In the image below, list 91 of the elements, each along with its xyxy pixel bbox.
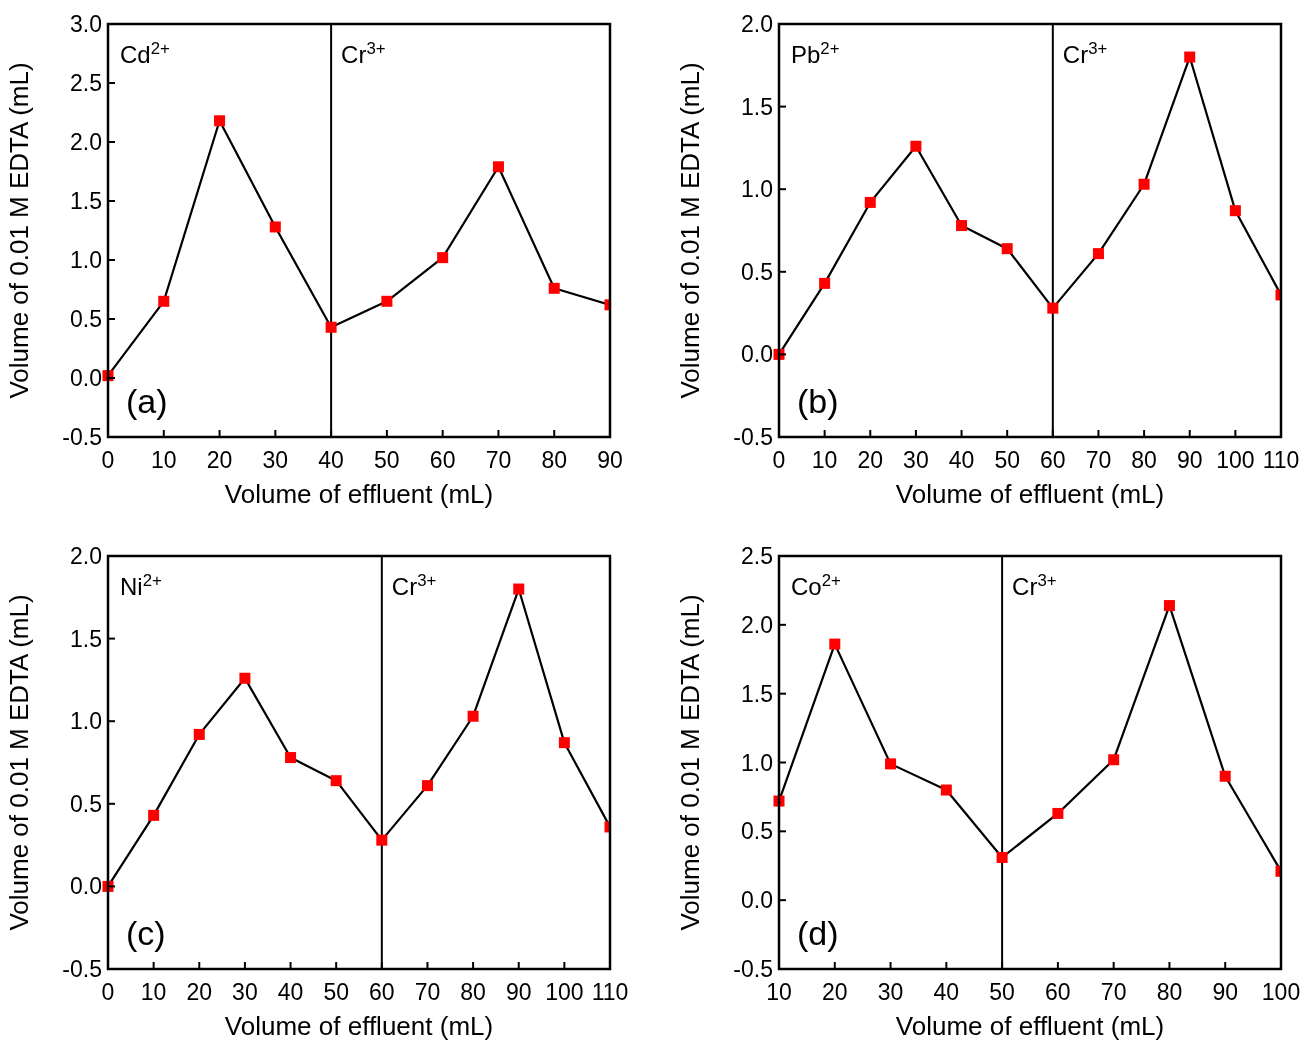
x-tick-label: 80 — [541, 447, 568, 473]
x-tick-label: 10 — [811, 447, 838, 473]
x-tick-label: 80 — [1131, 447, 1157, 473]
x-tick-label: 80 — [460, 979, 486, 1005]
y-tick-label: 2.5 — [741, 543, 773, 569]
y-tick-label: 2.0 — [70, 543, 102, 569]
x-tick-label: 60 — [429, 447, 456, 473]
y-tick-label: 1.5 — [70, 188, 102, 214]
y-axis-title: Volume of 0.01 M EDTA (mL) — [675, 62, 705, 399]
x-tick-label: 110 — [591, 979, 629, 1005]
x-tick-label: 50 — [323, 979, 349, 1005]
y-tick-label: 2.5 — [70, 70, 102, 96]
annotation: (d) — [797, 914, 839, 952]
annotation: (b) — [797, 382, 839, 420]
annotation: Cr$^{3+}$ — [1012, 570, 1057, 600]
y-axis-title: Volume of 0.01 M EDTA (mL) — [675, 594, 705, 931]
y-tick-label: 0.5 — [70, 306, 102, 332]
x-tick-label: 50 — [994, 447, 1020, 473]
x-tick-label: 30 — [232, 979, 258, 1005]
x-tick-label: 0 — [101, 447, 115, 473]
x-tick-label: 70 — [1100, 979, 1127, 1005]
x-tick-label: 40 — [318, 447, 344, 473]
y-tick-label: 1.0 — [741, 749, 773, 776]
x-tick-label: 60 — [1045, 979, 1071, 1005]
y-tick-label: 1.5 — [741, 93, 773, 120]
x-tick-label: 0 — [101, 979, 115, 1005]
y-tick-label: -0.5 — [62, 956, 102, 982]
x-tick-label: 40 — [277, 979, 304, 1005]
y-tick-label: -0.5 — [733, 424, 773, 450]
x-tick-label: 90 — [1176, 447, 1203, 473]
x-tick-label: 20 — [857, 447, 884, 473]
x-tick-label: 50 — [374, 447, 400, 473]
y-tick-label: 1.5 — [741, 680, 773, 707]
y-tick-label: 0.5 — [741, 818, 773, 845]
y-tick-label: 0.0 — [741, 887, 773, 914]
annotation: Pb$^{2+}$ — [791, 38, 840, 68]
y-tick-label: 2.0 — [70, 129, 102, 155]
x-tick-label: 50 — [989, 979, 1015, 1005]
y-tick-label: 2.0 — [741, 11, 773, 37]
y-tick-label: 1.0 — [741, 176, 773, 203]
y-tick-label: 2.0 — [741, 611, 773, 638]
y-tick-label: 3.0 — [70, 11, 102, 37]
x-axis-title: Volume of effluent (mL) — [224, 1011, 494, 1041]
x-tick-label: 100 — [1216, 447, 1255, 473]
y-tick-label: -0.5 — [62, 424, 102, 450]
y-tick-label: 0.5 — [70, 790, 102, 817]
x-tick-label: 40 — [948, 447, 975, 473]
annotation: Co$^{2+}$ — [791, 570, 841, 600]
x-axis-title: Volume of effluent (mL) — [224, 479, 494, 509]
x-axis-title: Volume of effluent (mL) — [895, 479, 1165, 509]
x-tick-label: 10 — [140, 979, 167, 1005]
annotation: Cr$^{3+}$ — [1062, 38, 1108, 68]
x-tick-label: 70 — [485, 447, 512, 473]
y-tick-label: -0.5 — [733, 956, 773, 982]
y-tick-label: 1.0 — [70, 708, 102, 735]
x-tick-label: 70 — [1085, 447, 1112, 473]
annotation: Ni$^{2+}$ — [120, 570, 162, 600]
annotation: Cr$^{3+}$ — [391, 570, 437, 600]
x-tick-label: 110 — [1262, 447, 1300, 473]
x-axis-title: Volume of effluent (mL) — [895, 1011, 1165, 1041]
x-tick-label: 90 — [505, 979, 532, 1005]
y-tick-label: 1.5 — [70, 625, 102, 652]
annotation: Cr$^{3+}$ — [341, 38, 386, 68]
x-tick-label: 30 — [903, 447, 929, 473]
x-tick-label: 60 — [1040, 447, 1066, 473]
x-tick-label: 80 — [1156, 979, 1183, 1005]
y-tick-label: 0.0 — [70, 365, 102, 391]
annotation: Cd$^{2+}$ — [120, 38, 170, 68]
x-tick-label: 40 — [933, 979, 960, 1005]
x-tick-label: 10 — [766, 979, 792, 1005]
x-tick-label: 30 — [262, 447, 289, 473]
annotation: (c) — [126, 914, 166, 952]
y-axis-title: Volume of 0.01 M EDTA (mL) — [4, 594, 34, 931]
y-tick-label: 0.0 — [70, 873, 102, 900]
x-tick-label: 100 — [1261, 979, 1301, 1005]
x-tick-label: 90 — [597, 447, 623, 473]
x-tick-label: 20 — [206, 447, 233, 473]
y-tick-label: 0.5 — [741, 258, 773, 285]
x-tick-label: 90 — [1212, 979, 1239, 1005]
x-tick-label: 60 — [369, 979, 395, 1005]
x-tick-label: 10 — [150, 447, 177, 473]
y-tick-label: 1.0 — [70, 247, 102, 273]
x-tick-label: 30 — [877, 979, 904, 1005]
y-axis-title: Volume of 0.01 M EDTA (mL) — [4, 62, 34, 399]
x-tick-label: 20 — [821, 979, 848, 1005]
x-tick-label: 100 — [545, 979, 584, 1005]
y-tick-label: 0.0 — [741, 341, 773, 368]
annotation: (a) — [126, 382, 168, 420]
x-tick-label: 70 — [414, 979, 441, 1005]
x-tick-label: 0 — [772, 447, 786, 473]
x-tick-label: 20 — [186, 979, 213, 1005]
